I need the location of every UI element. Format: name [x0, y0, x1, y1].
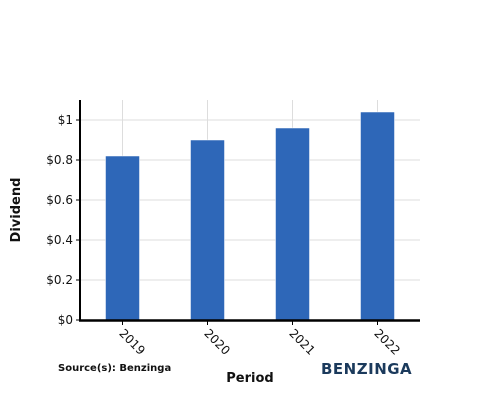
bar-2022	[360, 111, 395, 321]
y-ticks: $0 $0.2 $0.4 $0.6 $0.8 $1	[46, 113, 80, 327]
bars	[105, 111, 395, 321]
y-tick-label: $1	[58, 113, 73, 127]
y-tick-label: $0.2	[46, 273, 73, 287]
y-tick-label: $0.4	[46, 233, 73, 247]
x-tick-label: 2019	[116, 326, 147, 357]
y-axis-title: Dividend	[9, 178, 24, 243]
x-tick-label: 2022	[371, 326, 402, 357]
x-tick-label: 2021	[286, 326, 317, 357]
y-tick-label: $0	[58, 313, 73, 327]
benzinga-logo: BENZINGA	[321, 360, 413, 378]
axes	[79, 100, 420, 322]
x-ticks: 2019 2020 2021 2022	[116, 320, 403, 358]
source-note: Source(s): Benzinga	[58, 363, 172, 374]
bar-2021	[275, 127, 310, 321]
x-tick-label: 2020	[201, 326, 232, 357]
x-axis-title: Period	[226, 371, 273, 386]
y-tick-label: $0.6	[46, 193, 73, 207]
bar-2019	[105, 155, 140, 321]
y-tick-label: $0.8	[46, 153, 73, 167]
bar-2020	[190, 139, 225, 321]
